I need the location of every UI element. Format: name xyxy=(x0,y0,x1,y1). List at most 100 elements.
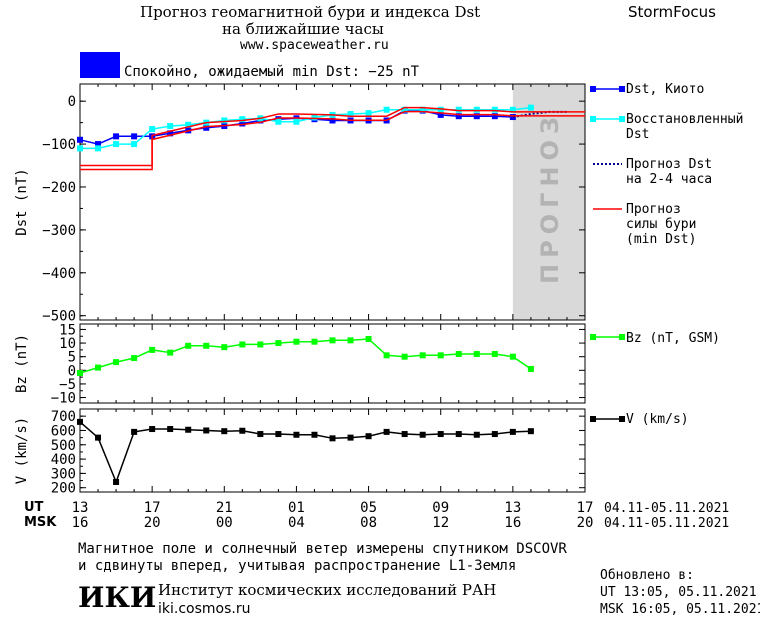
data-point-dst xyxy=(329,117,336,124)
institute-url[interactable]: iki.cosmos.ru xyxy=(158,601,251,617)
data-point-v xyxy=(473,431,480,438)
title-line-2: на ближайшие часы xyxy=(222,20,384,38)
footer-note-1: Магнитное поле и солнечный ветер измерен… xyxy=(78,541,567,557)
y-tick-label-dst: −500 xyxy=(42,309,76,325)
legend-marker-5 xyxy=(619,416,625,422)
legend-bz: Bz (nT, GSM) xyxy=(626,331,720,346)
data-point-dst xyxy=(185,121,192,128)
data-point-v xyxy=(293,431,300,438)
data-point-v xyxy=(329,435,336,442)
forecast-band-label: ПРОГНОЗ xyxy=(536,111,564,284)
data-point-v xyxy=(275,431,282,438)
updated-ut: UT 13:05, 05.11.2021 xyxy=(600,585,757,600)
y-tick-label-dst: −300 xyxy=(42,223,76,239)
y-axis-label-dst: Dst (nT) xyxy=(14,168,30,235)
x-tick-label-msk: 12 xyxy=(432,515,449,531)
data-point-bz xyxy=(329,337,336,344)
data-point-dst xyxy=(491,113,498,120)
x-tick-label-ut: 17 xyxy=(144,500,161,516)
data-point-bz xyxy=(149,346,156,353)
legend-restored-1: Восстановленный xyxy=(626,112,744,127)
data-point-dst xyxy=(239,116,246,123)
data-point-dst xyxy=(149,126,156,133)
data-point-v xyxy=(419,431,426,438)
data-point-v xyxy=(113,478,120,485)
updated-msk: MSK 16:05, 05.11.2021 xyxy=(600,602,760,617)
legend-marker-1 xyxy=(590,116,596,122)
y-tick-label-v: 500 xyxy=(51,438,76,454)
footer-note-2: и сдвинуты вперед, учитывая распростране… xyxy=(78,558,517,574)
x-tick-label-msk: 04 xyxy=(288,515,305,531)
data-point-dst xyxy=(509,114,516,121)
data-point-v xyxy=(167,426,174,433)
data-point-bz xyxy=(383,352,390,359)
y-tick-label-dst: −100 xyxy=(42,137,76,153)
series-line-dst-3-b xyxy=(80,110,585,171)
data-point-bz xyxy=(455,350,462,357)
data-point-bz xyxy=(239,341,246,348)
plot-frame-bz xyxy=(79,323,586,404)
data-point-dst xyxy=(167,130,174,137)
y-tick-label-bz: 15 xyxy=(59,322,76,338)
legend-storm-3: (min Dst) xyxy=(626,232,697,247)
data-point-dst xyxy=(293,118,300,125)
data-point-dst xyxy=(365,110,372,117)
y-tick-label-v: 200 xyxy=(51,481,76,497)
series-line-v-0 xyxy=(79,421,531,485)
msk-label: MSK xyxy=(24,515,57,530)
data-point-v xyxy=(491,431,498,438)
data-point-dst xyxy=(221,117,228,124)
data-point-bz xyxy=(509,353,516,360)
data-point-bz xyxy=(95,364,102,371)
data-point-dst xyxy=(455,106,462,113)
data-point-dst xyxy=(509,106,516,113)
x-tick-label-msk: 16 xyxy=(504,515,521,531)
legend-restored-2: Dst xyxy=(626,127,650,142)
data-point-v xyxy=(131,428,138,435)
y-axis-label-bz: Bz (nT) xyxy=(14,334,30,393)
data-point-bz xyxy=(203,342,210,349)
legend-storm-2: силы бури xyxy=(626,217,697,232)
plot-frame-v xyxy=(79,408,586,493)
y-tick-label-bz: −10 xyxy=(51,391,76,407)
series-line-bz-0 xyxy=(79,338,532,374)
data-point-bz xyxy=(437,352,444,359)
x-tick-label-ut: 13 xyxy=(72,500,89,516)
data-point-bz xyxy=(257,341,264,348)
x-tick-label-msk: 20 xyxy=(144,515,161,531)
legend-marker-0 xyxy=(619,86,625,92)
data-point-dst xyxy=(95,145,102,152)
data-point-v xyxy=(401,431,408,438)
x-tick-label-ut: 13 xyxy=(504,500,521,516)
data-point-bz xyxy=(311,338,318,345)
data-point-v xyxy=(311,431,318,438)
data-point-bz xyxy=(401,353,408,360)
data-point-dst xyxy=(491,106,498,113)
forecast-region xyxy=(512,84,585,320)
y-tick-label-bz: 5 xyxy=(68,350,76,366)
legend-dst-kyoto: Dst, Киото xyxy=(626,82,705,97)
data-point-dst xyxy=(347,111,354,118)
site-link[interactable]: www.spaceweather.ru xyxy=(240,38,389,53)
data-point-bz xyxy=(293,338,300,345)
x-tick-label-ut: 17 xyxy=(577,500,594,516)
data-point-bz xyxy=(167,349,174,356)
y-tick-label-dst: −200 xyxy=(42,180,76,196)
y-tick-label-bz: 10 xyxy=(59,336,76,352)
status-color-box xyxy=(80,52,120,78)
data-point-v xyxy=(437,431,444,438)
data-point-v xyxy=(149,426,156,433)
data-point-bz xyxy=(527,365,534,372)
data-point-dst xyxy=(203,124,210,131)
data-point-v xyxy=(383,428,390,435)
y-axis-label-v: V (km/s) xyxy=(14,417,30,484)
series-line-dst-3 xyxy=(80,106,585,167)
data-point-v xyxy=(221,428,228,435)
data-point-bz xyxy=(113,359,120,366)
data-point-bz xyxy=(77,370,83,377)
data-point-bz xyxy=(185,342,192,349)
data-point-dst xyxy=(383,106,390,113)
x-tick-label-ut: 21 xyxy=(216,500,233,516)
y-tick-label-v: 400 xyxy=(51,452,76,468)
data-point-dst xyxy=(311,114,318,121)
